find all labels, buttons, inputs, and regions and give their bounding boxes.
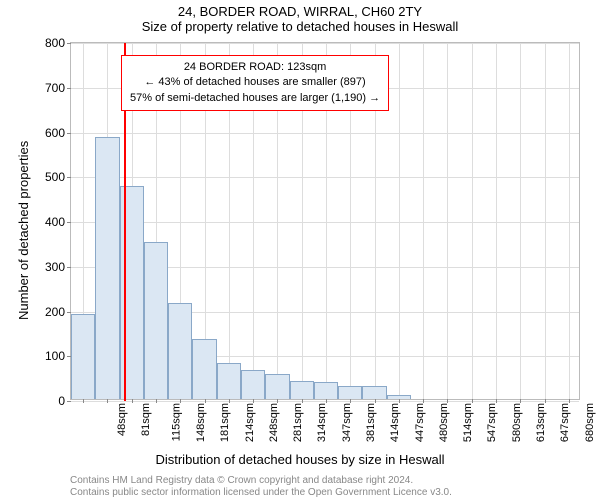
histogram-bar bbox=[387, 395, 411, 399]
x-tick-label: 514sqm bbox=[462, 403, 474, 442]
grid-line-vertical bbox=[472, 43, 473, 399]
x-tick-label: 181sqm bbox=[219, 403, 231, 442]
histogram-bar bbox=[192, 339, 216, 399]
x-tick-label: 680sqm bbox=[584, 403, 596, 442]
x-tick-mark bbox=[569, 399, 570, 403]
y-tick-mark bbox=[67, 401, 71, 402]
x-tick-mark bbox=[205, 399, 206, 403]
grid-line-vertical bbox=[520, 43, 521, 399]
x-tick-mark bbox=[545, 399, 546, 403]
x-tick-label: 580sqm bbox=[511, 403, 523, 442]
x-tick-label: 248sqm bbox=[268, 403, 280, 442]
x-tick-mark bbox=[375, 399, 376, 403]
histogram-bar bbox=[120, 186, 144, 399]
x-tick-label: 547sqm bbox=[487, 403, 499, 442]
x-tick-mark bbox=[107, 399, 108, 403]
y-tick-mark bbox=[67, 312, 71, 313]
x-tick-mark bbox=[229, 399, 230, 403]
x-tick-label: 647sqm bbox=[559, 403, 571, 442]
chart-address-title: 24, BORDER ROAD, WIRRAL, CH60 2TY bbox=[0, 0, 600, 19]
marker-annotation-box: 24 BORDER ROAD: 123sqm← 43% of detached … bbox=[121, 55, 389, 111]
x-tick-mark bbox=[350, 399, 351, 403]
x-tick-label: 414sqm bbox=[389, 403, 401, 442]
histogram-bar bbox=[71, 314, 95, 399]
grid-line-vertical bbox=[545, 43, 546, 399]
histogram-bar bbox=[265, 374, 289, 399]
x-tick-label: 81sqm bbox=[140, 403, 152, 436]
histogram-bar bbox=[144, 242, 168, 399]
histogram-bar bbox=[217, 363, 241, 399]
annotation-line-2: ← 43% of detached houses are smaller (89… bbox=[130, 75, 380, 90]
x-tick-mark bbox=[472, 399, 473, 403]
histogram-bar bbox=[95, 137, 119, 399]
x-tick-mark bbox=[326, 399, 327, 403]
x-tick-mark bbox=[277, 399, 278, 403]
grid-line-horizontal bbox=[71, 133, 579, 134]
x-tick-mark bbox=[496, 399, 497, 403]
x-tick-label: 115sqm bbox=[170, 403, 182, 441]
footer-line-1: Contains HM Land Registry data © Crown c… bbox=[70, 475, 413, 486]
grid-line-horizontal bbox=[71, 177, 579, 178]
x-tick-label: 447sqm bbox=[414, 403, 426, 442]
x-tick-mark bbox=[399, 399, 400, 403]
histogram-bar bbox=[241, 370, 265, 399]
y-tick-mark bbox=[67, 88, 71, 89]
x-tick-mark bbox=[302, 399, 303, 403]
grid-line-horizontal bbox=[71, 401, 579, 402]
x-tick-label: 613sqm bbox=[535, 403, 547, 442]
x-tick-label: 381sqm bbox=[365, 403, 377, 442]
x-tick-label: 148sqm bbox=[195, 403, 207, 442]
x-tick-mark bbox=[423, 399, 424, 403]
annotation-line-3: 57% of semi-detached houses are larger (… bbox=[130, 91, 380, 106]
grid-line-vertical bbox=[399, 43, 400, 399]
x-tick-mark bbox=[180, 399, 181, 403]
y-tick-mark bbox=[67, 133, 71, 134]
grid-line-vertical bbox=[496, 43, 497, 399]
x-tick-mark bbox=[132, 399, 133, 403]
histogram-bar bbox=[168, 303, 192, 399]
x-tick-mark bbox=[447, 399, 448, 403]
x-tick-mark bbox=[520, 399, 521, 403]
x-tick-mark bbox=[83, 399, 84, 403]
y-axis-label: Number of detached properties bbox=[16, 141, 31, 320]
chart-container: 24, BORDER ROAD, WIRRAL, CH60 2TY Size o… bbox=[0, 0, 600, 500]
x-tick-mark bbox=[156, 399, 157, 403]
y-tick-mark bbox=[67, 177, 71, 178]
grid-line-horizontal bbox=[71, 222, 579, 223]
histogram-bar bbox=[290, 381, 314, 399]
y-tick-mark bbox=[67, 43, 71, 44]
histogram-bar bbox=[314, 382, 338, 399]
histogram-bar bbox=[338, 386, 362, 399]
grid-line-horizontal bbox=[71, 43, 579, 44]
annotation-line-1: 24 BORDER ROAD: 123sqm bbox=[130, 60, 380, 75]
y-tick-mark bbox=[67, 267, 71, 268]
y-tick-mark bbox=[67, 222, 71, 223]
x-tick-label: 48sqm bbox=[116, 403, 128, 436]
grid-line-vertical bbox=[569, 43, 570, 399]
histogram-bar bbox=[362, 386, 386, 399]
x-tick-label: 347sqm bbox=[341, 403, 353, 442]
chart-subtitle: Size of property relative to detached ho… bbox=[0, 19, 600, 34]
x-axis-label: Distribution of detached houses by size … bbox=[0, 452, 600, 467]
grid-line-vertical bbox=[447, 43, 448, 399]
footer-line-2: Contains public sector information licen… bbox=[70, 487, 452, 498]
x-tick-label: 214sqm bbox=[244, 403, 256, 442]
x-tick-label: 480sqm bbox=[438, 403, 450, 442]
grid-line-vertical bbox=[423, 43, 424, 399]
x-tick-label: 314sqm bbox=[317, 403, 329, 442]
plot-area: 010020030040050060070080048sqm81sqm115sq… bbox=[70, 42, 580, 400]
x-tick-mark bbox=[253, 399, 254, 403]
x-tick-label: 281sqm bbox=[292, 403, 304, 442]
